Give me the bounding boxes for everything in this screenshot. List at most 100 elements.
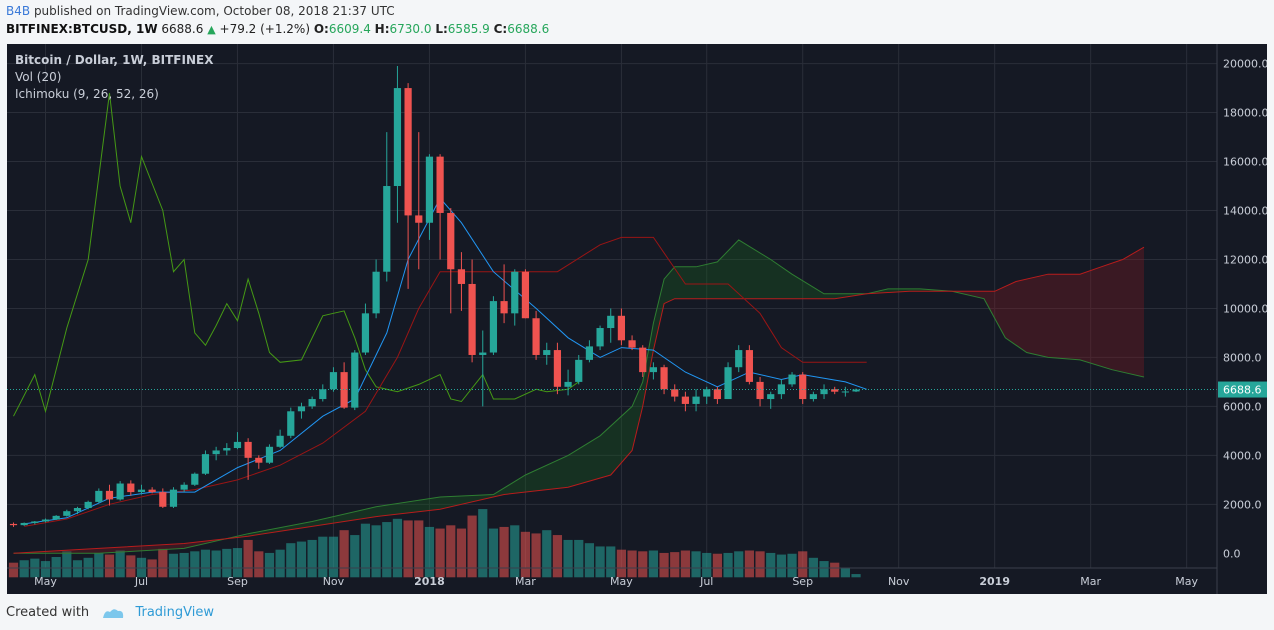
y-tick-label: 20000.0: [1223, 58, 1267, 71]
candle-body: [180, 484, 188, 490]
candle-body: [745, 350, 753, 382]
volume-bar: [339, 530, 349, 578]
candle-body: [116, 483, 124, 500]
volume-bar: [584, 543, 595, 578]
x-tick-label: Jul: [134, 575, 148, 588]
volume-bar: [328, 536, 339, 578]
candle-body: [575, 359, 583, 382]
x-tick-label: 2019: [979, 575, 1010, 588]
candle-body: [329, 372, 338, 390]
tradingview-logo-icon: [103, 608, 124, 618]
candle-body: [383, 186, 391, 272]
candle-body: [799, 374, 807, 400]
volume-bar: [798, 551, 808, 578]
volume-bar: [62, 551, 72, 578]
candle-body: [255, 457, 263, 463]
x-tick-label: May: [610, 575, 633, 588]
volume-bar: [712, 553, 722, 578]
y-tick-label: 6000.0: [1223, 400, 1262, 413]
candle-body: [468, 283, 476, 355]
volume-bar: [72, 560, 83, 578]
candle-body: [703, 389, 711, 397]
conversion-line: [24, 197, 867, 525]
legend-title: Bitcoin / Dollar, 1W, BITFINEX: [15, 53, 214, 67]
volume-bar: [8, 562, 19, 578]
candle-body: [351, 352, 359, 408]
last-price-badge: [1218, 381, 1267, 398]
close-value: 6688.6: [507, 22, 550, 36]
publish-line: B4B published on TradingView.com, Octobe…: [6, 4, 395, 18]
volume-bar: [350, 535, 360, 578]
candle-body: [489, 301, 498, 353]
volume-bar: [627, 550, 637, 578]
leading-span-b: [13, 246, 1145, 554]
volume-bar: [648, 550, 658, 578]
chart-legend: Bitcoin / Dollar, 1W, BITFINEX Vol (20) …: [15, 52, 213, 103]
legend-volume[interactable]: Vol (20): [15, 70, 62, 84]
candle-body: [95, 490, 103, 502]
up-arrow-icon: ▲: [207, 23, 216, 36]
x-tick-label: Nov: [888, 575, 910, 588]
volume-bar: [659, 552, 669, 578]
volume-bar: [467, 515, 477, 578]
volume-bar: [766, 552, 776, 578]
candle-body: [276, 435, 284, 447]
volume-bar: [403, 520, 413, 578]
volume-bar: [318, 536, 328, 578]
publish-info: published on TradingView.com, October 08…: [33, 4, 395, 18]
y-tick-label: 12000.0: [1223, 253, 1267, 266]
volume-bar: [563, 539, 573, 578]
volume-bar: [616, 549, 627, 578]
volume-bar: [744, 550, 754, 578]
candle-body: [713, 389, 721, 400]
candle-body: [820, 389, 828, 395]
candle-body: [788, 374, 796, 385]
volume-bar: [296, 541, 307, 578]
candle-body: [767, 394, 775, 400]
candle-body: [265, 446, 274, 463]
candle-body: [628, 340, 636, 348]
candle-body: [319, 389, 327, 400]
y-tick-label: 2000.0: [1223, 498, 1262, 511]
candle-body: [852, 389, 860, 392]
volume-bar: [552, 535, 563, 578]
candle-body: [361, 313, 370, 353]
volume-bar: [680, 550, 690, 578]
volume-bar: [360, 523, 371, 578]
candle-body: [169, 489, 178, 507]
low-label: L:: [435, 22, 448, 36]
x-tick-label: Sep: [227, 575, 248, 588]
candle-body: [201, 454, 210, 474]
volume-bar: [531, 533, 541, 578]
candle-body: [415, 215, 423, 223]
candle-body: [511, 271, 519, 314]
candle-body: [543, 350, 551, 355]
candle-body: [649, 367, 657, 373]
x-tick-label: May: [1175, 575, 1198, 588]
volume-bar: [275, 549, 285, 578]
chart-area[interactable]: 0.0 2000.0 4000.0 6000.0 8000.0 10000.0 12000.…: [7, 44, 1269, 594]
candle-body: [41, 519, 50, 522]
volume-bar: [126, 555, 136, 578]
candle-body: [532, 318, 540, 355]
candle-body: [479, 352, 487, 355]
cloud-bear: [957, 247, 1144, 377]
candle-body: [73, 508, 82, 512]
volume-bar: [776, 554, 786, 578]
volume-bar: [51, 556, 61, 578]
candle-body: [340, 372, 348, 408]
volume-bar: [755, 551, 765, 578]
low-value: 6585.9: [447, 22, 490, 36]
legend-ichimoku[interactable]: Ichimoku (9, 26, 52, 26): [15, 87, 159, 101]
created-label: Created with: [6, 605, 90, 620]
candle-body: [233, 441, 242, 449]
volume-bar: [232, 548, 243, 578]
volume-bar: [211, 550, 221, 578]
high-value: 6730.0: [389, 22, 432, 36]
candle-body: [159, 492, 167, 507]
candle-body: [372, 271, 380, 314]
price-chart[interactable]: 0.0 2000.0 4000.0 6000.0 8000.0 10000.0 12000.…: [7, 44, 1269, 594]
volume-bar: [222, 548, 232, 578]
author-link[interactable]: B4B: [6, 4, 31, 18]
tradingview-link[interactable]: TradingView: [135, 605, 214, 620]
